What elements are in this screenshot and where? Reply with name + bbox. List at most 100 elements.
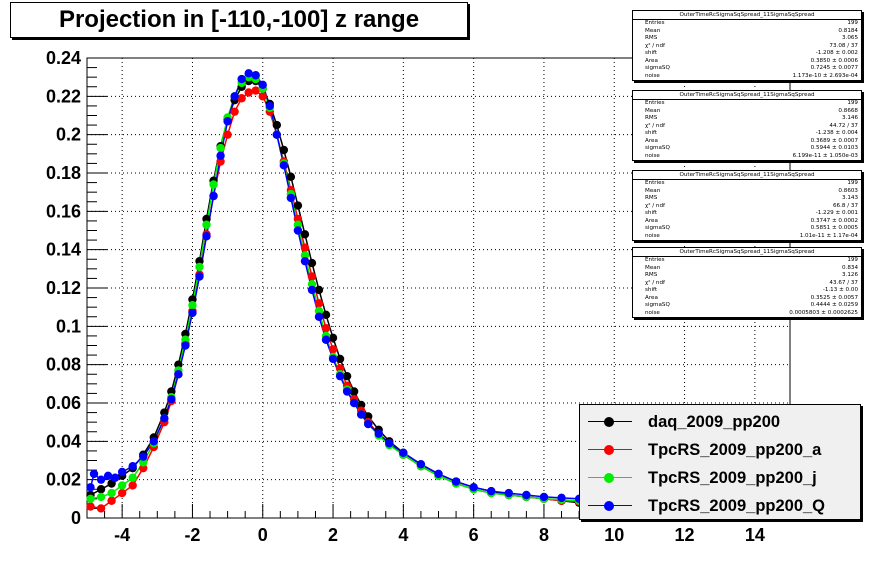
- data-point: [128, 473, 137, 482]
- data-point: [434, 469, 443, 479]
- stats-row-area: Area 0.3747 ± 0.0002: [633, 218, 861, 226]
- stats-label: χ² / ndf: [645, 42, 665, 49]
- data-point: [96, 485, 106, 494]
- data-point: [321, 324, 331, 333]
- stats-value: 0.3747 ± 0.0002: [810, 217, 858, 224]
- stats-row-sigmasq: sigmaSQ 0.5851 ± 0.0005: [633, 225, 861, 233]
- data-point: [364, 419, 373, 429]
- data-point: [300, 230, 310, 239]
- legend-entry-q: TpcRS_2009_pp200_Q: [580, 493, 860, 519]
- data-point: [293, 201, 303, 210]
- data-point: [399, 448, 408, 458]
- stats-value: -1.208 ± 0.002: [815, 50, 858, 57]
- stats-label: Entries: [645, 257, 665, 263]
- data-point: [230, 107, 239, 116]
- data-point: [286, 193, 296, 203]
- data-point: [139, 452, 148, 461]
- stats-value: 73.08 / 37: [829, 42, 858, 49]
- data-point: [272, 120, 282, 130]
- stats-label: Area: [645, 217, 658, 224]
- data-point: [209, 191, 218, 201]
- stats-label: χ² / ndf: [645, 122, 665, 129]
- x-tick-label: 10: [604, 525, 624, 545]
- data-point: [117, 467, 127, 477]
- legend: daq_2009_pp200 TpcRS_2009_pp200_a TpcRS_…: [579, 404, 861, 520]
- data-point: [128, 481, 137, 490]
- data-point: [181, 341, 190, 350]
- data-point: [539, 492, 549, 502]
- stats-row-shift: shift -1.13 ± 0.00: [633, 287, 861, 295]
- data-point: [328, 354, 338, 364]
- data-point: [469, 483, 478, 492]
- stats-label: χ² / ndf: [645, 279, 665, 286]
- data-point: [195, 256, 204, 266]
- stats-box: OuterTimeRcSigmaSqSpread_11SigmaSqSpread…: [632, 90, 862, 162]
- data-point: [487, 486, 496, 496]
- data-point: [110, 473, 120, 482]
- data-point: [364, 412, 373, 421]
- stats-row-chi2: χ² / ndf 44.72 / 37: [633, 123, 861, 131]
- data-point: [314, 306, 324, 316]
- legend-marker-icon: [586, 465, 634, 491]
- stats-row-chi2: χ² / ndf 43.67 / 37: [633, 280, 861, 288]
- stats-label: Mean: [645, 107, 661, 114]
- stats-row-chi2: χ² / ndf 73.08 / 37: [633, 43, 861, 51]
- stats-row-shift: shift -1.229 ± 0.001: [633, 210, 861, 218]
- data-point: [174, 360, 183, 369]
- legend-label: TpcRS_2009_pp200_Q: [648, 496, 826, 515]
- legend-entry-a: TpcRS_2009_pp200_a: [580, 437, 860, 463]
- data-point: [300, 256, 310, 266]
- stats-label: Entries: [645, 20, 665, 26]
- y-tick-label: 0.12: [46, 278, 81, 298]
- stats-row-entries: Entries 199: [633, 180, 861, 188]
- data-point: [265, 101, 274, 111]
- legend-entry-daq: daq_2009_pp200: [580, 409, 860, 435]
- stats-label: noise: [645, 72, 660, 79]
- data-point: [522, 490, 531, 500]
- data-point: [321, 310, 331, 320]
- data-point: [342, 371, 352, 381]
- data-point: [356, 410, 366, 419]
- stats-value: 3.146: [841, 115, 858, 122]
- series-line: [90, 76, 615, 504]
- stats-box: OuterTimeRcSigmaSqSpread_11SigmaSqSpread…: [632, 10, 862, 82]
- data-point: [96, 492, 106, 502]
- data-point: [188, 301, 197, 310]
- data-point: [335, 354, 345, 364]
- data-point: [557, 493, 566, 503]
- data-point: [286, 172, 296, 182]
- stats-row-mean: Mean 0.834: [633, 265, 861, 273]
- stats-label: RMS: [645, 195, 658, 202]
- x-tick-label: -2: [184, 525, 200, 545]
- stats-value: 1.173e-10 ± 2.693e-04: [792, 72, 858, 79]
- data-point: [103, 471, 113, 481]
- data-point: [349, 398, 359, 408]
- data-point: [328, 333, 338, 343]
- data-point: [188, 295, 197, 304]
- stats-value: 199: [847, 20, 858, 26]
- stats-row-entries: Entries 199: [633, 20, 861, 28]
- data-point: [374, 429, 383, 438]
- data-point: [342, 387, 352, 396]
- data-point: [117, 488, 127, 498]
- series-line: [90, 89, 615, 510]
- y-tick-label: 0.24: [46, 48, 81, 68]
- x-tick-label: 6: [469, 525, 479, 545]
- stats-value: 3.126: [841, 272, 858, 279]
- data-point: [251, 86, 260, 95]
- stats-label: noise: [645, 309, 660, 316]
- stats-value: 0.8184: [838, 27, 858, 34]
- data-point: [128, 462, 137, 471]
- stats-value: 66.8 / 37: [832, 202, 858, 209]
- stats-value: 0.8668: [838, 107, 858, 114]
- stats-label: sigmaSQ: [645, 145, 670, 152]
- stats-row-area: Area 0.3850 ± 0.0006: [633, 58, 861, 66]
- data-point: [293, 226, 303, 235]
- legend-entry-j: TpcRS_2009_pp200_j: [580, 465, 860, 491]
- stats-value: 3.065: [841, 35, 858, 42]
- stats-row-rms: RMS 3.065: [633, 35, 861, 43]
- data-point: [258, 80, 267, 90]
- stats-label: Area: [645, 294, 658, 301]
- data-point: [174, 370, 183, 379]
- stats-label: Mean: [645, 187, 661, 194]
